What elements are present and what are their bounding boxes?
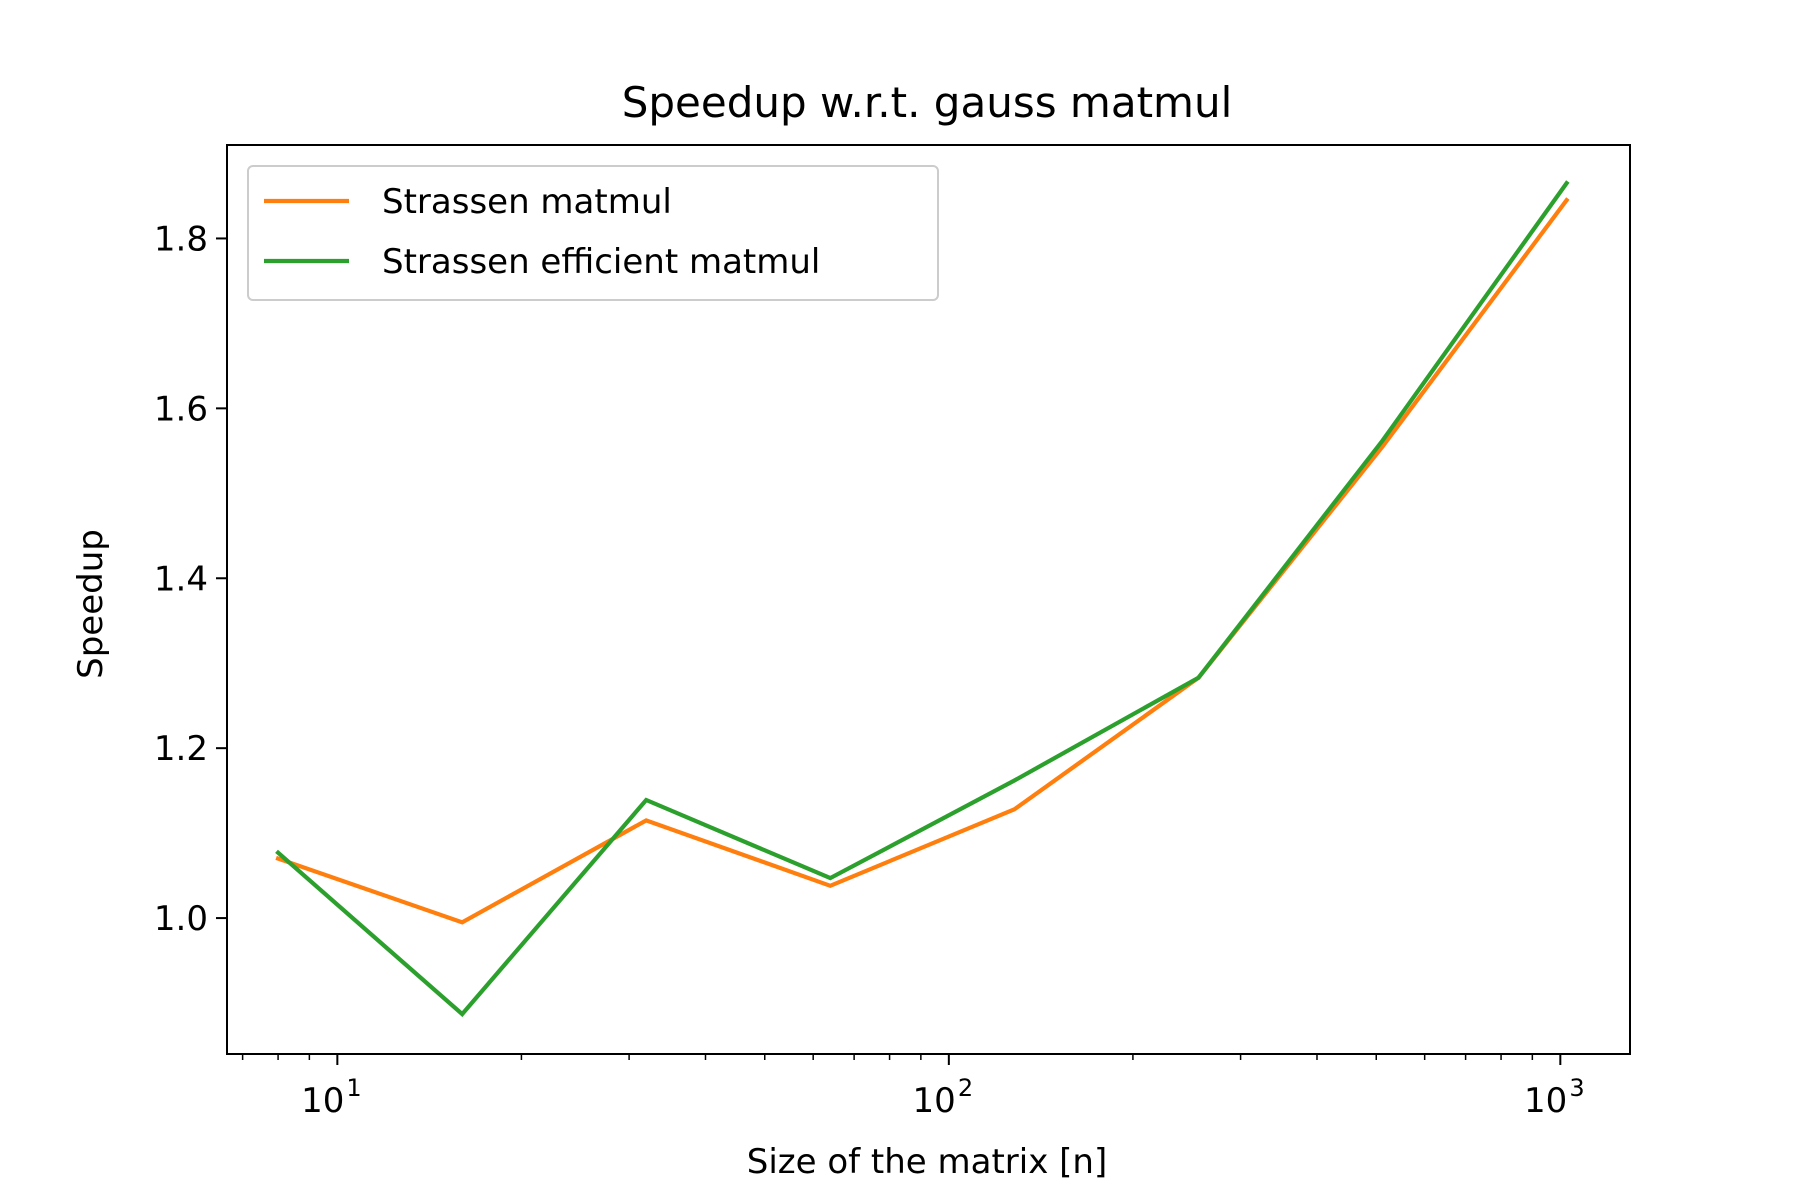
y-tick-label: 1.2 — [154, 729, 208, 769]
legend-box — [247, 165, 939, 301]
y-tick-label: 1.0 — [154, 899, 208, 939]
legend-label-1: Strassen matmul — [382, 182, 672, 222]
x-tick-label: 103 — [1524, 1074, 1585, 1121]
x-tick-exponent: 2 — [958, 1074, 973, 1102]
y-tick-label: 1.4 — [154, 559, 208, 599]
series-line-1 — [275, 197, 1570, 925]
y-tick-label: 1.8 — [154, 219, 208, 259]
x-tick-label: 102 — [913, 1074, 974, 1121]
y-axis-label: Speedup — [71, 529, 111, 679]
legend: Strassen matmul Strassen efficient matmul — [247, 165, 939, 301]
x-tick-exponent: 3 — [1569, 1074, 1584, 1102]
y-tick-label: 1.6 — [154, 389, 208, 429]
legend-label-2: Strassen efficient matmul — [382, 242, 820, 282]
series-line-2 — [275, 180, 1570, 1018]
chart-title: Speedup w.r.t. gauss matmul — [622, 78, 1233, 127]
x-axis-label: Size of the matrix [n] — [747, 1142, 1108, 1182]
x-tick-exponent: 1 — [346, 1074, 361, 1102]
x-tick-label: 101 — [301, 1074, 362, 1121]
plot-frame — [226, 144, 1631, 1055]
